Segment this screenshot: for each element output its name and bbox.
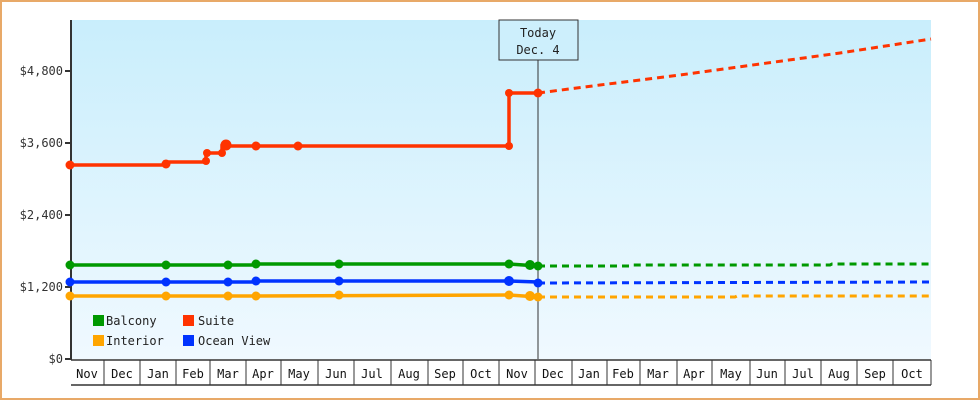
x-tick-label: May	[720, 367, 742, 381]
y-tick-label: $2,400	[20, 208, 63, 222]
x-tick-label: Jul	[361, 367, 383, 381]
ocean-view-forecast-line	[537, 280, 932, 285]
legend-label: Interior	[106, 334, 164, 348]
x-tick-label: Mar	[217, 367, 239, 381]
balcony-forecast-line	[538, 262, 931, 268]
x-tick-label: Mar	[647, 367, 669, 381]
x-tick-label: Apr	[683, 367, 705, 381]
x-tick-label: Feb	[612, 367, 634, 381]
legend-label: Balcony	[106, 314, 157, 328]
legend-item-ocean-view[interactable]: Ocean View	[183, 334, 271, 348]
x-tick-label: Dec	[542, 367, 564, 381]
x-tick-label: Apr	[252, 367, 274, 381]
x-tick-label: Dec	[111, 367, 133, 381]
balcony-history-line	[70, 262, 539, 268]
y-axis: $0 $1,200 $2,400 $3,600 $4,800	[20, 20, 72, 366]
y-tick-label: $1,200	[20, 280, 63, 294]
interior-markers	[65, 290, 543, 302]
ocean-view-swatch-icon	[183, 335, 194, 346]
x-tick-label: Jan	[147, 367, 169, 381]
y-tick-label: $3,600	[20, 136, 63, 150]
interior-swatch-icon	[93, 335, 104, 346]
forecast-lines	[537, 37, 932, 299]
suite-markers	[65, 88, 543, 170]
x-tick-label: Aug	[398, 367, 420, 381]
x-tick-label: Sep	[434, 367, 456, 381]
balcony-markers	[65, 259, 543, 271]
legend-item-interior[interactable]: Interior	[93, 334, 164, 348]
ocean-view-history-line	[70, 279, 539, 284]
y-tick-label: $4,800	[20, 64, 63, 78]
legend: Balcony Suite Interior Ocean View	[93, 314, 271, 348]
y-tick-label: $0	[49, 352, 63, 366]
x-tick-label: Oct	[470, 367, 492, 381]
x-tick-label: Nov	[76, 367, 98, 381]
legend-label: Ocean View	[198, 334, 271, 348]
x-tick-label: Jun	[325, 367, 347, 381]
suite-swatch-icon	[183, 315, 194, 326]
plot-area	[71, 20, 931, 359]
x-tick-label: Sep	[864, 367, 886, 381]
today-date: Dec. 4	[516, 43, 559, 57]
interior-forecast-line	[538, 294, 931, 299]
x-tick-label: May	[288, 367, 310, 381]
x-tick-label: Oct	[901, 367, 923, 381]
legend-item-balcony[interactable]: Balcony	[93, 314, 157, 328]
interior-history-line	[70, 293, 539, 299]
x-tick-label: Aug	[828, 367, 850, 381]
suite-forecast-line	[537, 37, 932, 95]
legend-item-suite[interactable]: Suite	[183, 314, 234, 328]
x-tick-label: Nov	[506, 367, 528, 381]
today-label: Today	[520, 26, 556, 40]
x-tick-label: Jan	[578, 367, 600, 381]
x-tick-label: Feb	[182, 367, 204, 381]
legend-label: Suite	[198, 314, 234, 328]
x-axis: Nov Dec Jan Feb Mar Apr May Jun Jul Aug …	[71, 359, 932, 386]
balcony-swatch-icon	[93, 315, 104, 326]
today-marker: Today Dec. 4	[498, 19, 579, 359]
ocean-view-markers	[65, 276, 543, 288]
x-tick-label: Jun	[756, 367, 778, 381]
x-tick-label: Jul	[792, 367, 814, 381]
